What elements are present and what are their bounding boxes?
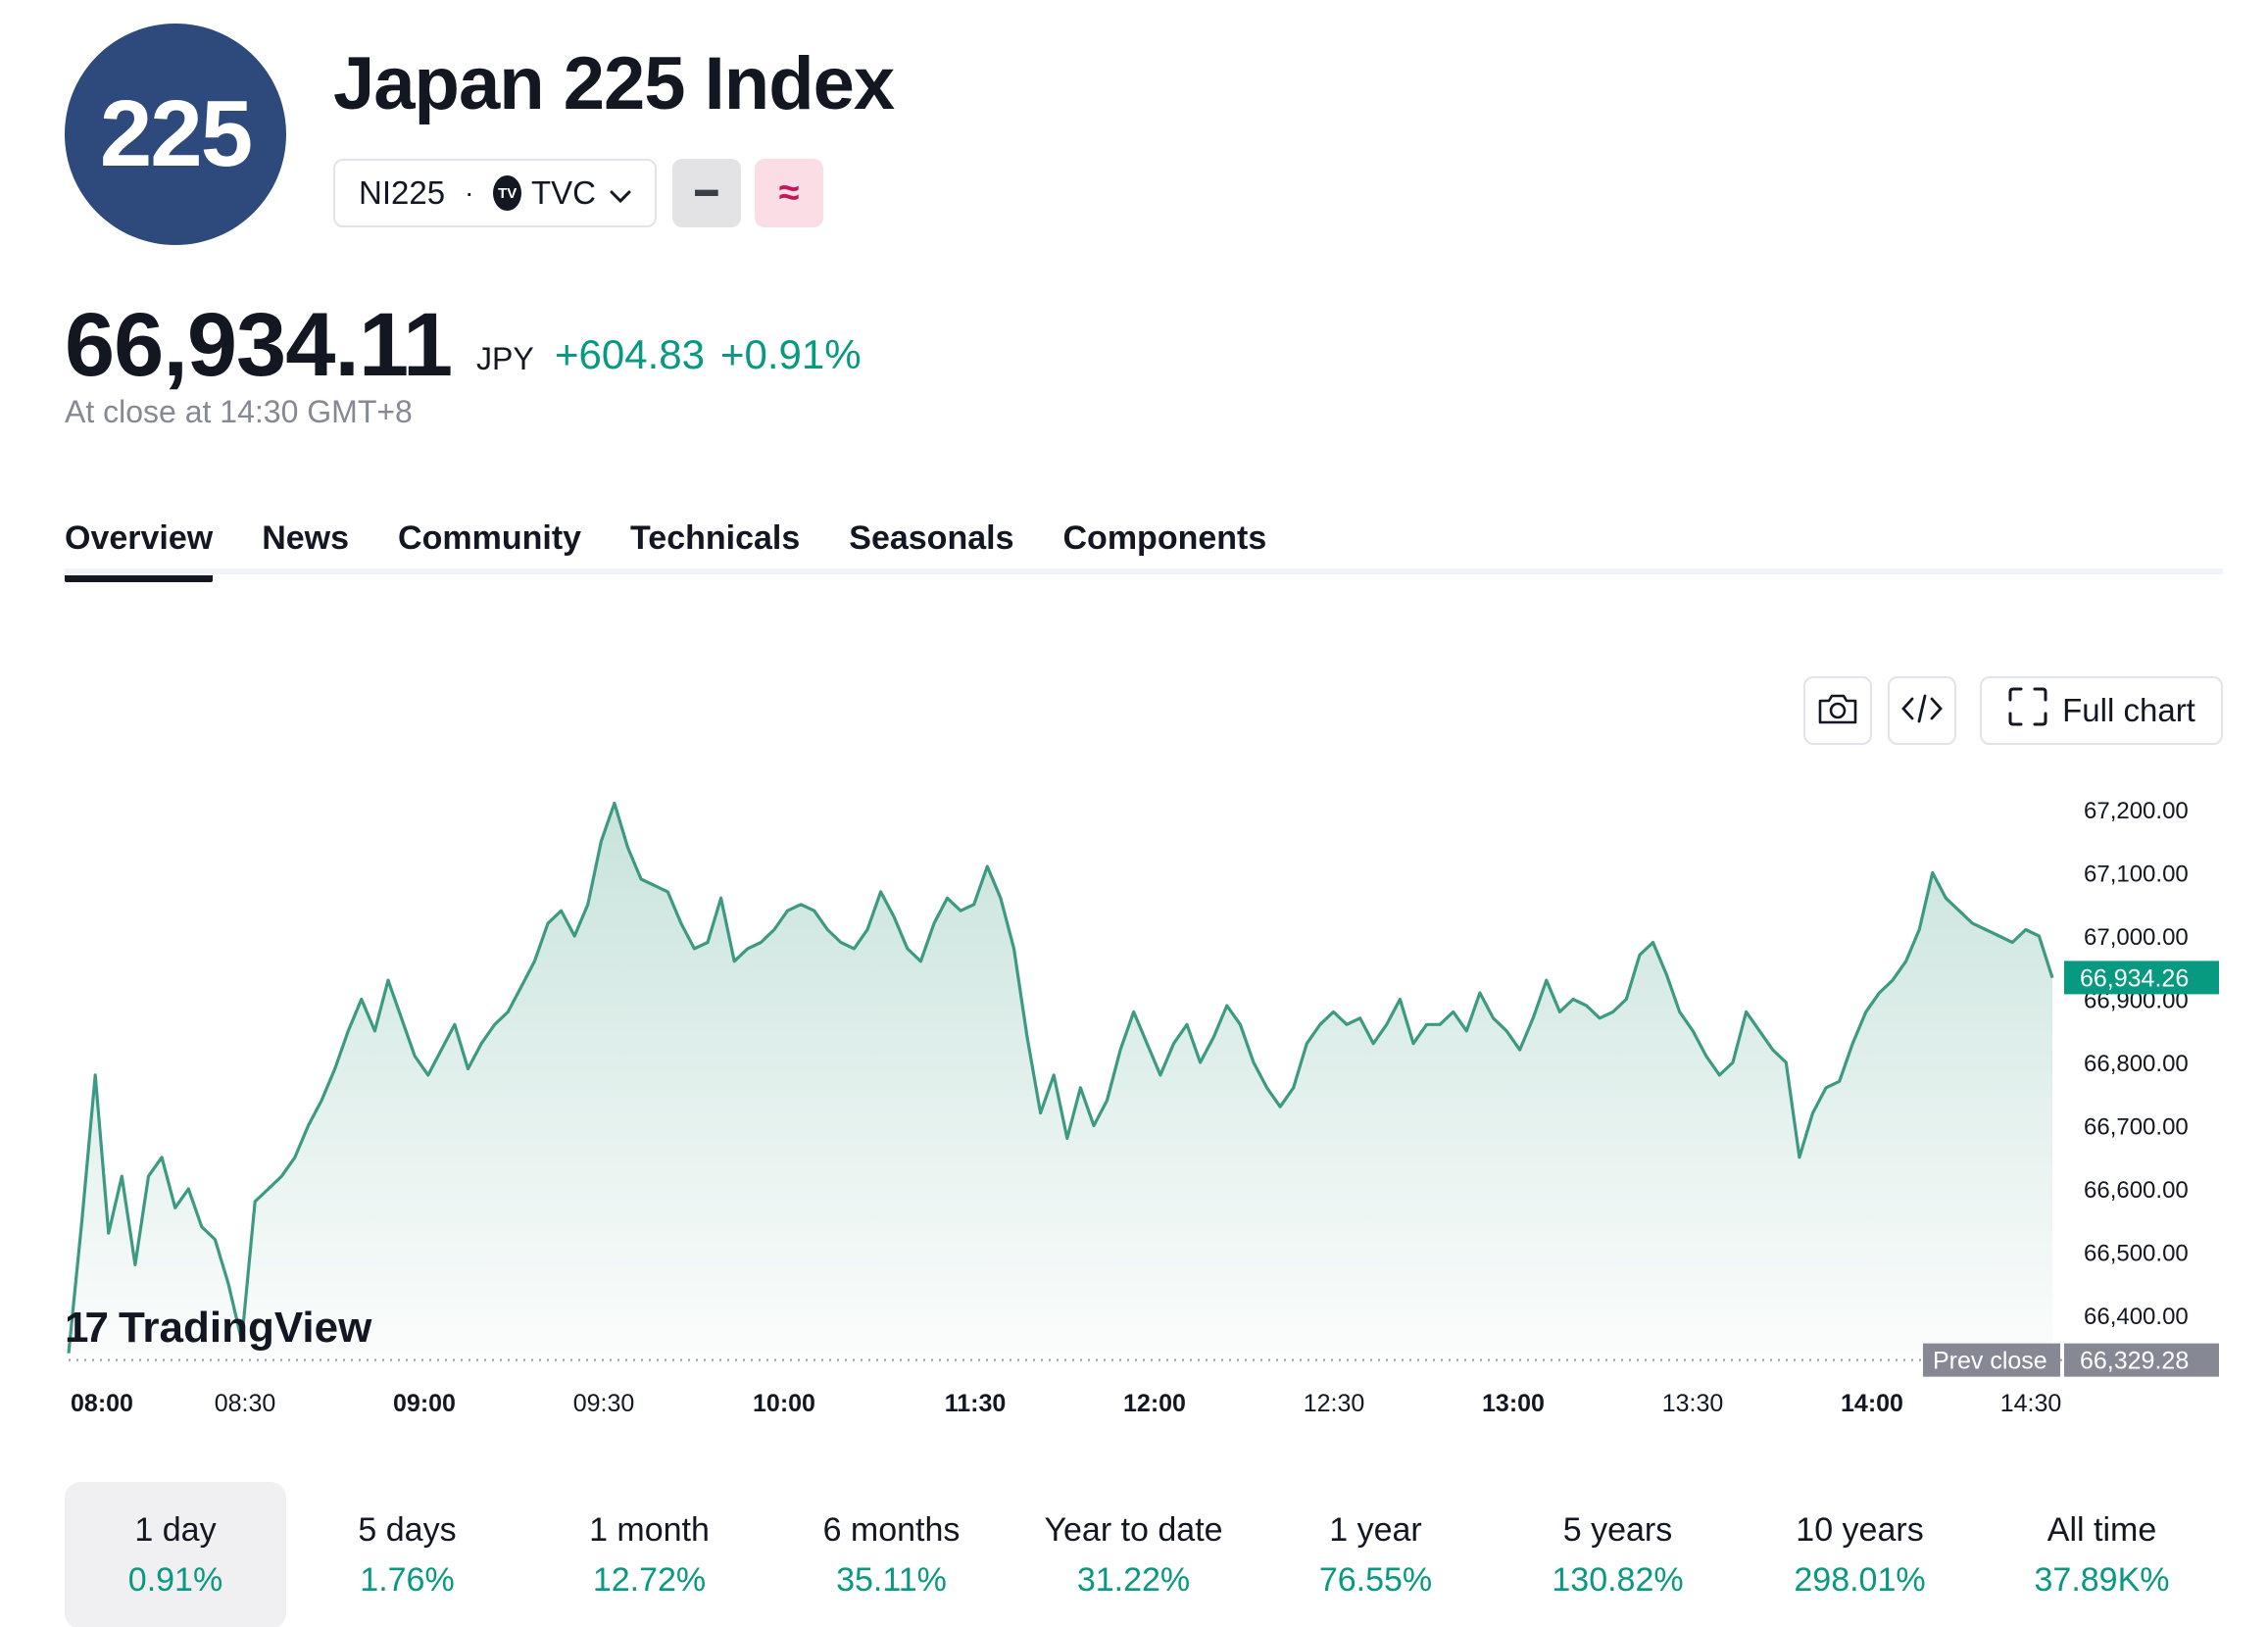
x-tick-label: 08:30 xyxy=(215,1390,276,1417)
tradingview-text: TradingView xyxy=(118,1304,372,1352)
x-tick-label: 12:30 xyxy=(1304,1390,1365,1417)
embed-button[interactable] xyxy=(1888,676,1956,745)
minus-button[interactable]: ━ xyxy=(672,159,741,227)
price-change: +604.83 +0.91% xyxy=(555,331,862,378)
period-label: All time xyxy=(2046,1511,2157,1549)
tab-bar: Overview News Community Technicals Seaso… xyxy=(65,519,1266,582)
prev-close-value-bg xyxy=(2064,1343,2219,1377)
x-tick-label: 14:30 xyxy=(2000,1390,2062,1417)
page-title: Japan 225 Index xyxy=(333,42,895,125)
prev-close-tag: Prev close 66,329.28 xyxy=(1923,1343,2219,1377)
x-tick-label: 08:00 xyxy=(71,1390,133,1417)
y-tick-label: 67,200.00 xyxy=(2084,798,2189,824)
chevron-down-icon xyxy=(610,174,631,212)
tab-news[interactable]: News xyxy=(262,519,350,557)
period-10-years[interactable]: 10 years 298.01% xyxy=(1739,1482,1981,1627)
period-5-years[interactable]: 5 years 130.82% xyxy=(1497,1482,1739,1627)
x-tick-label: 11:30 xyxy=(945,1390,1007,1417)
period-1-year[interactable]: 1 year 76.55% xyxy=(1255,1482,1497,1627)
code-icon xyxy=(1900,691,1944,731)
tab-technicals[interactable]: Technicals xyxy=(630,519,801,557)
approx-button[interactable]: ≈ xyxy=(755,159,823,227)
tradingview-logo: 17 xyxy=(65,1304,109,1352)
y-tick-label: 67,000.00 xyxy=(2084,924,2189,951)
y-tick-label: 66,700.00 xyxy=(2084,1114,2189,1141)
x-tick-label: 09:00 xyxy=(393,1390,456,1417)
tab-community[interactable]: Community xyxy=(398,519,582,557)
period-6-months[interactable]: 6 months 35.11% xyxy=(770,1482,1012,1627)
index-logo-text: 225 xyxy=(99,81,253,186)
x-tick-label: 10:00 xyxy=(753,1390,815,1417)
change-absolute: +604.83 xyxy=(555,331,705,377)
snapshot-button[interactable] xyxy=(1803,676,1872,745)
period-value: 1.76% xyxy=(360,1561,455,1599)
full-chart-label: Full chart xyxy=(2062,692,2195,728)
period-value: 298.01% xyxy=(1794,1561,1926,1599)
tradingview-watermark[interactable]: 17 TradingView xyxy=(65,1304,371,1353)
change-percent: +0.91% xyxy=(720,331,862,377)
last-price: 66,934.11 xyxy=(65,295,453,395)
exchange-label: TVC xyxy=(531,174,596,211)
tab-overview[interactable]: Overview xyxy=(65,519,214,582)
period-label: 1 day xyxy=(134,1511,217,1549)
period-1-day[interactable]: 1 day 0.91% xyxy=(65,1482,286,1627)
period-value: 37.89K% xyxy=(2034,1561,2170,1599)
tabs-divider xyxy=(65,568,2223,574)
x-tick-label: 13:30 xyxy=(1662,1390,1724,1417)
period-label: 5 years xyxy=(1562,1511,1673,1549)
y-tick-label: 66,400.00 xyxy=(2084,1304,2189,1330)
period-label: 10 years xyxy=(1796,1511,1924,1549)
period-label: 5 days xyxy=(358,1511,457,1549)
period-value: 130.82% xyxy=(1552,1561,1684,1599)
minus-icon: ━ xyxy=(695,173,718,215)
period-all-time[interactable]: All time 37.89K% xyxy=(1981,1482,2223,1627)
y-tick-label: 66,800.00 xyxy=(2084,1051,2189,1077)
last-price-label: 66,934.26 xyxy=(2080,964,2189,992)
y-tick-label: 67,100.00 xyxy=(2084,862,2189,888)
period-label: 6 months xyxy=(822,1511,961,1549)
y-tick-label: 66,600.00 xyxy=(2084,1177,2189,1204)
tab-seasonals[interactable]: Seasonals xyxy=(849,519,1014,557)
symbol-label: NI225 xyxy=(359,174,446,211)
last-price-label-bg xyxy=(2064,961,2219,995)
full-chart-button[interactable]: Full chart xyxy=(1980,676,2223,745)
x-tick-label: 09:30 xyxy=(573,1390,635,1417)
last-price-tag: 66,934.26 xyxy=(2064,961,2219,995)
exchange-logo-icon: TV xyxy=(493,175,521,211)
period-5-days[interactable]: 5 days 1.76% xyxy=(286,1482,528,1627)
performance-periods: 1 day 0.91% 5 days 1.76% 1 month 12.72% … xyxy=(65,1482,2223,1627)
period-year-to-date[interactable]: Year to date 31.22% xyxy=(1012,1482,1255,1627)
separator-dot: · xyxy=(465,177,474,208)
period-label: 1 year xyxy=(1329,1511,1422,1549)
prev-close-value: 66,329.28 xyxy=(2080,1348,2189,1375)
prev-close-label-bg xyxy=(1923,1343,2060,1377)
price-area xyxy=(69,803,2052,1360)
tab-components[interactable]: Components xyxy=(1062,519,1267,557)
period-label: Year to date xyxy=(1044,1511,1223,1549)
index-logo: 225 xyxy=(65,24,286,245)
period-label: 1 month xyxy=(589,1511,710,1549)
period-1-month[interactable]: 1 month 12.72% xyxy=(528,1482,770,1627)
period-value: 76.55% xyxy=(1318,1561,1433,1599)
price-line xyxy=(67,801,2054,1354)
period-value: 12.72% xyxy=(592,1561,707,1599)
camera-icon xyxy=(1816,691,1859,731)
x-tick-label: 14:00 xyxy=(1841,1390,1903,1417)
x-tick-label: 12:00 xyxy=(1123,1390,1186,1417)
price-chart[interactable]: 67,200.0067,100.0067,000.0066,900.0066,8… xyxy=(0,0,2268,1451)
period-value: 35.11% xyxy=(836,1561,947,1599)
symbol-selector[interactable]: NI225 · TV TVC xyxy=(333,159,657,227)
prev-close-label: Prev close xyxy=(1933,1348,2047,1375)
market-close-note: At close at 14:30 GMT+8 xyxy=(65,394,413,429)
fullscreen-icon xyxy=(2007,686,2048,735)
x-tick-label: 13:00 xyxy=(1482,1390,1545,1417)
currency-label: JPY xyxy=(476,341,534,376)
approx-icon: ≈ xyxy=(778,172,800,214)
period-value: 31.22% xyxy=(1076,1561,1191,1599)
y-tick-label: 66,500.00 xyxy=(2084,1241,2189,1267)
period-value: 0.91% xyxy=(127,1561,223,1599)
